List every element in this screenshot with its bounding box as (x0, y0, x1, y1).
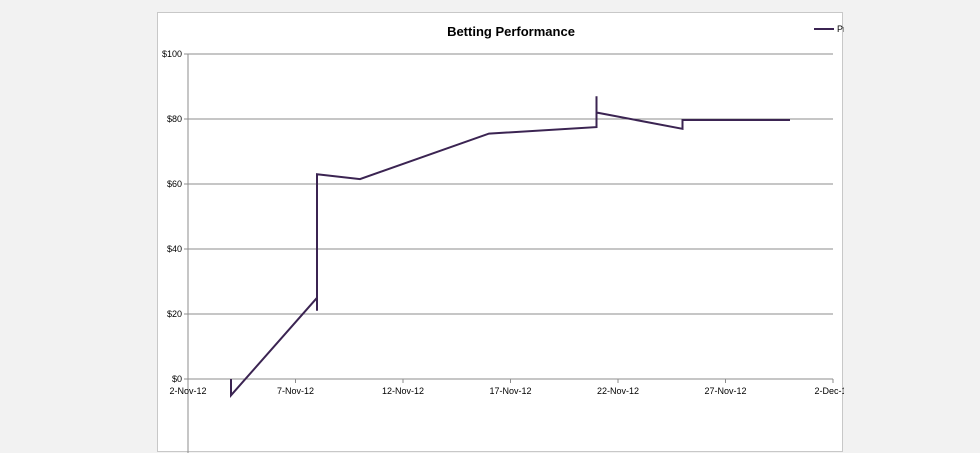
gridlines (188, 53, 833, 380)
legend: Profit (814, 24, 844, 34)
x-tick-label: 7-Nov-12 (277, 386, 314, 396)
y-tick-label: $40 (167, 244, 182, 254)
series-lines (230, 96, 790, 398)
axes: $0 $20 $40 $60 $80 $100 2-Nov-12 7-Nov-12 12-Nov… (162, 49, 844, 453)
y-tick-label: $0 (172, 374, 182, 384)
y-tick-label: $80 (167, 114, 182, 124)
x-tick-label: 2-Dec-12 (814, 386, 844, 396)
line-chart: Betting Performance $0 $20 $40 $60 $80 $100 2-… (162, 24, 844, 453)
series-line-profit (230, 96, 790, 398)
chart-title: Betting Performance (447, 24, 575, 39)
x-tick-label: 2-Nov-12 (169, 386, 206, 396)
chart-frame: Betting Performance $0 $20 $40 $60 $80 $100 2-… (157, 12, 844, 453)
x-tick-label: 22-Nov-12 (597, 386, 639, 396)
legend-label: Profit (837, 24, 844, 34)
x-tick-label: 12-Nov-12 (382, 386, 424, 396)
y-tick-label: $100 (162, 49, 182, 59)
y-tick-label: $60 (167, 179, 182, 189)
x-tick-label: 17-Nov-12 (489, 386, 531, 396)
y-tick-label: $20 (167, 309, 182, 319)
x-tick-label: 27-Nov-12 (704, 386, 746, 396)
